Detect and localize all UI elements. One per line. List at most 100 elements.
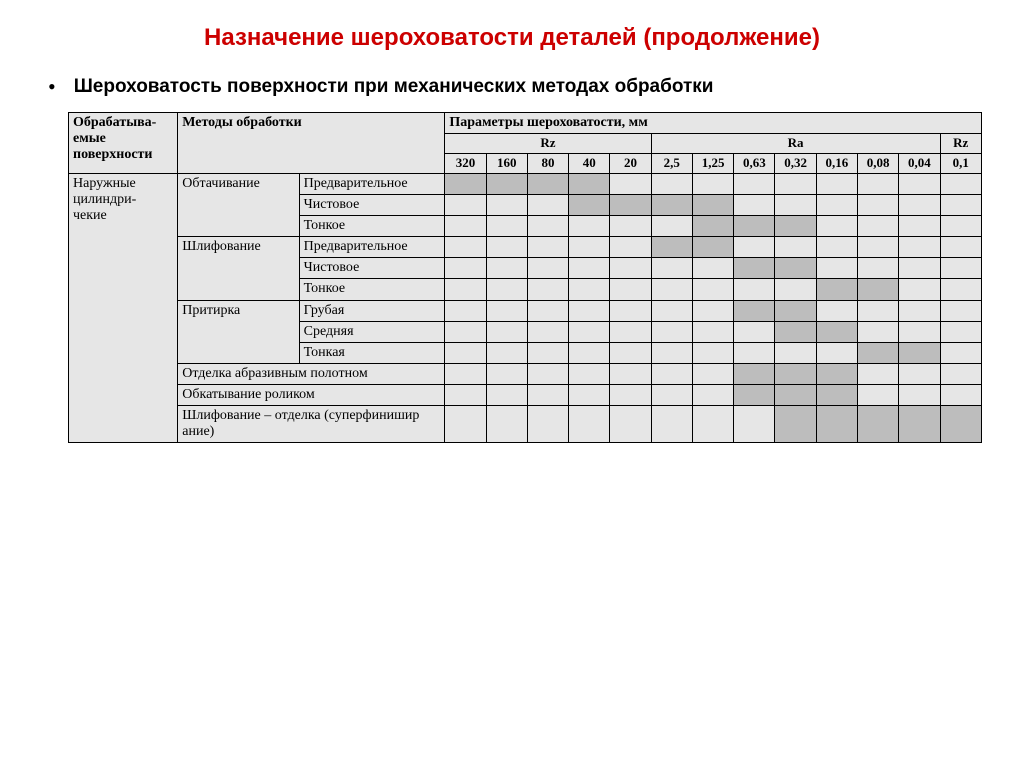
range-empty xyxy=(899,279,940,300)
range-empty xyxy=(486,279,527,300)
range-empty xyxy=(858,216,899,237)
submethod-cell: Чистовое xyxy=(299,258,445,279)
range-fill xyxy=(775,300,816,321)
range-empty xyxy=(858,237,899,258)
range-empty xyxy=(445,321,486,342)
submethod-cell: Чистовое xyxy=(299,195,445,216)
range-fill xyxy=(858,342,899,363)
range-empty xyxy=(527,195,568,216)
range-empty xyxy=(692,300,733,321)
range-empty xyxy=(445,195,486,216)
subtitle-row: • Шероховатость поверхности при механиче… xyxy=(48,76,994,98)
range-empty xyxy=(692,258,733,279)
table-row: Шлифование – отделка (суперфинишир ание) xyxy=(69,406,982,443)
range-fill xyxy=(692,195,733,216)
method-cell: Шлифование xyxy=(178,237,299,300)
range-empty xyxy=(858,384,899,405)
table-row: Наружные цилиндри- чекиеОбтачиваниеПредв… xyxy=(69,173,982,194)
range-fill xyxy=(651,195,692,216)
page-subtitle: Шероховатость поверхности при механическ… xyxy=(74,76,714,98)
range-empty xyxy=(569,300,610,321)
hdr-col-6: 1,25 xyxy=(692,154,733,174)
range-empty xyxy=(734,237,775,258)
range-empty xyxy=(610,321,651,342)
surface-group: Наружные цилиндри- чекие xyxy=(69,173,178,442)
range-empty xyxy=(527,363,568,384)
range-fill xyxy=(527,173,568,194)
range-empty xyxy=(527,300,568,321)
range-empty xyxy=(486,406,527,443)
range-empty xyxy=(445,258,486,279)
range-empty xyxy=(486,363,527,384)
page-title: Назначение шероховатости деталей (продол… xyxy=(30,24,994,52)
range-fill xyxy=(734,300,775,321)
table-row: ШлифованиеПредварительное xyxy=(69,237,982,258)
range-empty xyxy=(899,237,940,258)
submethod-cell: Тонкая xyxy=(299,342,445,363)
range-empty xyxy=(858,173,899,194)
range-empty xyxy=(527,216,568,237)
range-empty xyxy=(816,237,857,258)
range-empty xyxy=(610,384,651,405)
range-empty xyxy=(445,279,486,300)
range-empty xyxy=(651,258,692,279)
hdr-rz: Rz xyxy=(445,134,651,154)
range-empty xyxy=(610,237,651,258)
range-empty xyxy=(651,321,692,342)
range-fill xyxy=(816,384,857,405)
hdr-col-7: 0,63 xyxy=(734,154,775,174)
range-empty xyxy=(816,195,857,216)
range-empty xyxy=(527,406,568,443)
submethod-cell: Предварительное xyxy=(299,237,445,258)
range-empty xyxy=(527,321,568,342)
range-empty xyxy=(569,279,610,300)
range-empty xyxy=(940,300,981,321)
range-empty xyxy=(775,279,816,300)
method-cell: Обкатывание роликом xyxy=(178,384,445,405)
submethod-cell: Грубая xyxy=(299,300,445,321)
range-empty xyxy=(486,195,527,216)
range-empty xyxy=(858,363,899,384)
range-empty xyxy=(610,173,651,194)
range-empty xyxy=(569,342,610,363)
range-empty xyxy=(734,342,775,363)
range-fill xyxy=(734,384,775,405)
range-empty xyxy=(445,363,486,384)
range-empty xyxy=(610,342,651,363)
range-fill xyxy=(775,321,816,342)
range-empty xyxy=(651,300,692,321)
range-empty xyxy=(940,342,981,363)
range-fill xyxy=(858,279,899,300)
range-empty xyxy=(775,342,816,363)
header-row-1: Обрабатыва- емые поверхности Методы обра… xyxy=(69,113,982,134)
range-fill xyxy=(775,216,816,237)
table-row: Обкатывание роликом xyxy=(69,384,982,405)
range-empty xyxy=(940,237,981,258)
range-empty xyxy=(486,321,527,342)
range-empty xyxy=(775,195,816,216)
range-empty xyxy=(899,321,940,342)
range-empty xyxy=(610,279,651,300)
range-empty xyxy=(610,406,651,443)
range-fill xyxy=(775,363,816,384)
range-empty xyxy=(940,216,981,237)
range-empty xyxy=(899,216,940,237)
hdr-methods: Методы обработки xyxy=(178,113,445,174)
range-fill xyxy=(651,237,692,258)
method-cell: Притирка xyxy=(178,300,299,363)
range-empty xyxy=(445,342,486,363)
range-empty xyxy=(610,300,651,321)
hdr-col-9: 0,16 xyxy=(816,154,857,174)
hdr-col-2: 80 xyxy=(527,154,568,174)
range-fill xyxy=(940,406,981,443)
range-empty xyxy=(610,258,651,279)
range-empty xyxy=(692,321,733,342)
range-fill xyxy=(858,406,899,443)
range-fill xyxy=(445,173,486,194)
range-empty xyxy=(445,216,486,237)
range-empty xyxy=(940,173,981,194)
range-empty xyxy=(734,279,775,300)
hdr-col-11: 0,04 xyxy=(899,154,940,174)
range-empty xyxy=(858,300,899,321)
range-empty xyxy=(486,216,527,237)
